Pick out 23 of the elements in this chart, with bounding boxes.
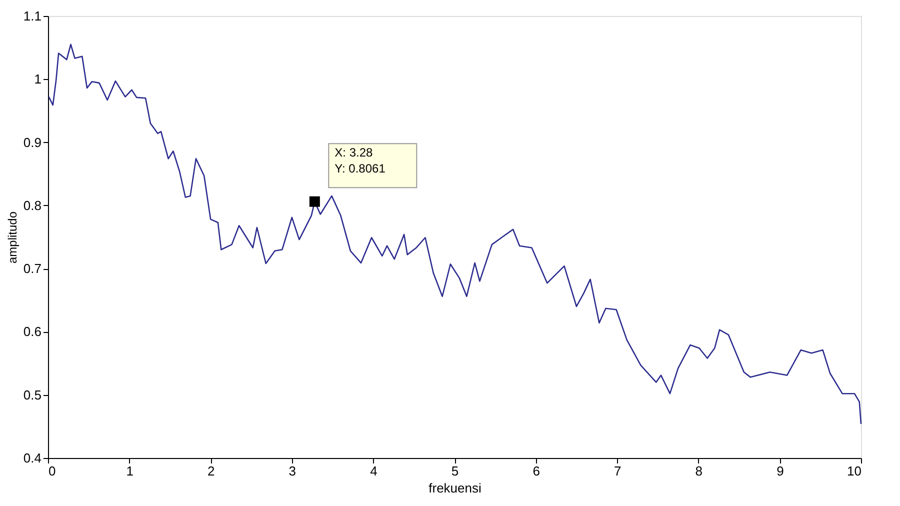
x-tick-label: 0 bbox=[48, 464, 56, 478]
y-axis-title: amplitudo bbox=[5, 211, 20, 264]
line-series bbox=[48, 44, 862, 425]
y-tick-label: 1.1 bbox=[23, 8, 42, 24]
x-tick-label: 6 bbox=[532, 464, 540, 478]
x-axis-title: frekuensi bbox=[428, 480, 482, 496]
y-tick-label: 0.6 bbox=[23, 324, 42, 340]
y-tick-label: 0.8 bbox=[23, 198, 42, 213]
y-tick-label: 0.9 bbox=[23, 134, 42, 150]
annotation: X: 3.28 Y: 0.8061 bbox=[334, 146, 386, 176]
x-tick-label: 7 bbox=[614, 464, 622, 478]
x-tick-label: 8 bbox=[695, 464, 703, 478]
y-tick-label: 1 bbox=[34, 72, 42, 87]
y-tick-label: 0.5 bbox=[23, 387, 42, 402]
x-tick-label: 10 bbox=[847, 464, 862, 478]
x-tick-label: 1 bbox=[126, 464, 134, 478]
y-tick-label: 0.7 bbox=[23, 261, 42, 276]
x-tick-label: 2 bbox=[207, 464, 215, 478]
x-tick-label: 9 bbox=[776, 464, 784, 478]
y-tick-label: 0.4 bbox=[23, 450, 42, 466]
x-tick-label: 5 bbox=[451, 464, 459, 478]
x-tick-label: 4 bbox=[370, 464, 378, 478]
x-tick-label: 3 bbox=[288, 464, 296, 478]
